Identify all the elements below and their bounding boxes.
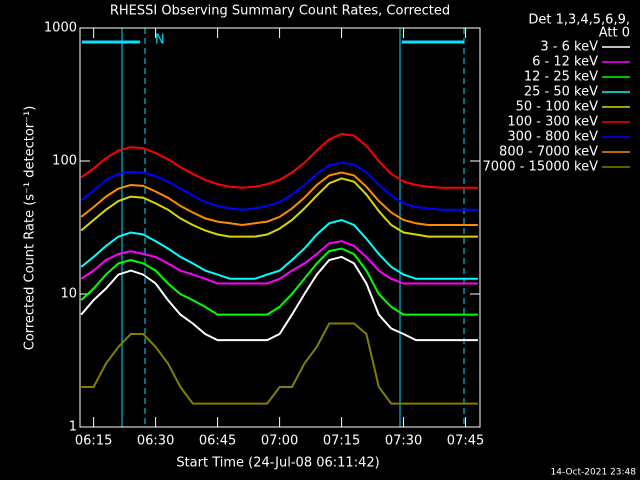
x-axis-label: Start Time (24-Jul-08 06:11:42) <box>176 456 379 471</box>
series-line <box>80 240 478 285</box>
x-tick-label: 07:00 <box>261 434 298 449</box>
annotation: N <box>155 33 165 48</box>
y-tick-label: 100 <box>52 154 77 169</box>
series-line <box>80 177 478 238</box>
legend-label: 25 - 50 keV <box>524 85 598 100</box>
legend-label: 300 - 800 keV <box>507 130 598 145</box>
series-line <box>80 132 478 189</box>
legend-label: 800 - 7000 keV <box>499 145 598 160</box>
y-tick-label: 1000 <box>44 21 77 36</box>
x-tick-label: 07:30 <box>385 434 422 449</box>
legend-title: Det 1,3,4,5,6,9, <box>528 13 630 28</box>
legend-label: 6 - 12 keV <box>532 55 598 70</box>
series-line <box>80 247 478 316</box>
series-line <box>81 322 478 405</box>
x-tick-label: 07:15 <box>323 434 360 449</box>
series-line <box>80 161 478 211</box>
series-line <box>80 218 478 280</box>
legend-label: 50 - 100 keV <box>516 100 599 115</box>
x-tick-label: 06:45 <box>199 434 236 449</box>
y-tick-label: 10 <box>60 287 77 302</box>
legend-label: 12 - 25 keV <box>524 70 598 85</box>
footer: 14-Oct-2021 23:48 <box>551 468 637 478</box>
legend-label: 7000 - 15000 keV <box>483 160 599 175</box>
y-tick-label: 1 <box>69 420 77 435</box>
chart-title: RHESSI Observing Summary Count Rates, Co… <box>110 4 450 19</box>
series-line <box>80 171 478 227</box>
legend-title: Att 0 <box>599 26 630 41</box>
x-tick-label: 07:45 <box>447 434 484 449</box>
legend-label: 100 - 300 keV <box>507 115 598 130</box>
x-tick-label: 06:15 <box>75 434 112 449</box>
y-axis-label: Corrected Count Rate (s⁻¹ detector⁻¹) <box>23 106 38 351</box>
legend-label: 3 - 6 keV <box>540 40 598 55</box>
night-markers <box>82 28 465 427</box>
series-line <box>80 255 478 342</box>
x-tick-label: 06:30 <box>137 434 174 449</box>
